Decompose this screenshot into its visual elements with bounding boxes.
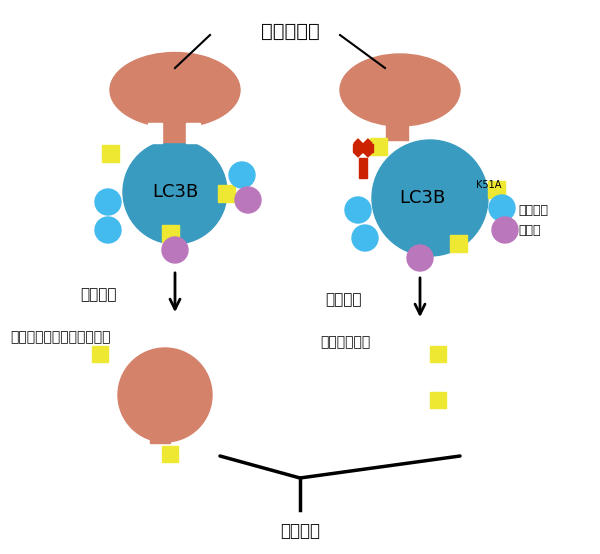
Circle shape [95,189,121,215]
Text: 不全体: 不全体 [518,223,541,237]
Text: 特異的結合＆非特異的結合: 特異的結合＆非特異的結合 [10,330,110,344]
Text: 非特異的結合: 非特異的結合 [320,335,370,349]
Circle shape [352,225,378,251]
Circle shape [407,245,433,271]
Bar [370,138,387,155]
Text: LC3B: LC3B [399,189,445,207]
Text: 免疫沈降: 免疫沈降 [325,293,361,307]
Bar [148,123,162,143]
FancyArrow shape [353,144,373,152]
Circle shape [118,348,212,442]
Bar [186,123,200,143]
Circle shape [372,140,488,256]
Circle shape [123,140,227,244]
Text: K51A: K51A [476,180,502,190]
Bar [488,181,505,198]
Bar [162,446,178,462]
Circle shape [162,237,188,263]
Bar [430,392,446,408]
FancyBboxPatch shape [150,425,170,443]
Text: 差分解析: 差分解析 [280,522,320,540]
Text: 選択的基質: 選択的基質 [260,22,319,41]
Ellipse shape [340,54,460,126]
Circle shape [235,187,261,213]
FancyBboxPatch shape [386,122,408,140]
Circle shape [489,195,515,221]
Bar [92,346,108,362]
FancyBboxPatch shape [160,120,188,142]
Text: 基質認識: 基質認識 [518,203,548,217]
Bar [430,346,446,362]
Bar [102,145,119,162]
Bar [218,185,235,202]
Circle shape [345,197,371,223]
Circle shape [492,217,518,243]
FancyArrow shape [359,158,367,178]
Bar [162,225,179,242]
Text: LC3B: LC3B [152,183,198,201]
Ellipse shape [110,53,240,127]
Bar [450,235,467,252]
Circle shape [229,162,255,188]
Circle shape [95,217,121,243]
Text: 免疫沈降: 免疫沈降 [80,288,116,302]
